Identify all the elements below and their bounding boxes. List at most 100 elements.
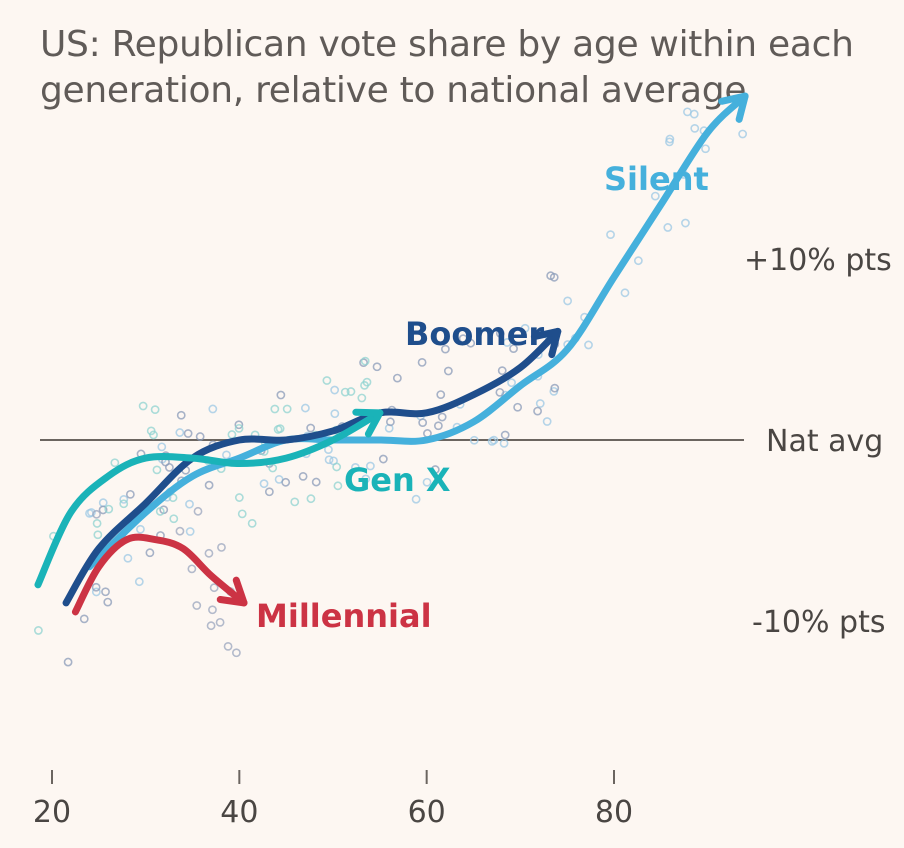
scatter-point — [509, 344, 518, 354]
scatter-point — [507, 378, 516, 388]
scatter-point — [138, 401, 148, 411]
series-line-gen-x — [34, 409, 384, 589]
scatter-point — [533, 406, 542, 416]
scatter-point — [264, 487, 274, 497]
y-tick-label: -10% pts — [752, 605, 885, 640]
scatter-point — [443, 366, 453, 376]
scatter-point — [495, 387, 505, 397]
scatter-point — [185, 499, 194, 509]
series-arrow-boomer — [530, 327, 562, 359]
series-label-millennial: Millennial — [256, 597, 432, 635]
scatter-point — [234, 493, 244, 502]
scatter-point — [306, 423, 316, 433]
scatter-point — [584, 340, 593, 350]
scatter-point — [192, 601, 202, 610]
scatter-point — [469, 435, 479, 445]
scatter-point — [119, 499, 129, 509]
scatter-point — [513, 402, 523, 412]
scatter-point — [119, 495, 129, 504]
scatter-point — [681, 218, 690, 228]
scatter-point — [93, 530, 103, 540]
scatter-point — [499, 438, 509, 448]
scatter-point — [298, 471, 308, 481]
scatter-point — [500, 430, 510, 440]
x-tick-label: 80 — [595, 795, 633, 830]
scatter-point — [436, 390, 446, 400]
scatter-point — [440, 344, 450, 354]
scatter-point — [322, 376, 332, 385]
scatter-point — [360, 356, 370, 366]
scatter-point — [237, 509, 247, 519]
scatter-point — [234, 420, 244, 430]
scatter-point — [520, 323, 530, 333]
series-line-millennial — [71, 533, 248, 616]
scatter-point — [366, 461, 375, 471]
x-tick-label: 40 — [220, 795, 258, 830]
scatter-point — [185, 527, 195, 536]
scatter-point — [330, 409, 340, 419]
scatter-point — [231, 648, 241, 658]
x-tick-label: 20 — [33, 795, 71, 830]
y-tick-label: Nat avg — [766, 424, 883, 459]
scatter-point — [223, 641, 233, 651]
scatter-point — [157, 442, 167, 452]
scatter-point — [125, 489, 135, 499]
scatter-point — [273, 425, 283, 434]
scatter-point — [175, 526, 185, 536]
scatter-point — [247, 518, 257, 528]
scatter-point — [361, 474, 371, 484]
scatter-point — [437, 412, 447, 422]
scatter-point — [34, 626, 43, 635]
scatter-point — [227, 430, 237, 439]
scatter-point — [324, 455, 334, 465]
scatter-point — [497, 366, 507, 376]
scatter-point — [340, 387, 350, 397]
scatter-point — [300, 403, 310, 413]
y-tick-label: +10% pts — [744, 243, 892, 278]
scatter-point — [359, 358, 368, 368]
scatter-point — [209, 583, 219, 593]
scatter-point — [164, 463, 174, 472]
scatter-point — [145, 548, 155, 558]
scatter-point — [234, 423, 244, 433]
scatter-point — [690, 123, 700, 133]
scatter-point — [633, 256, 643, 266]
scatter-point — [276, 390, 286, 400]
scatter-point — [281, 477, 291, 487]
scatter-point — [330, 385, 340, 395]
series-arrow-gen-x — [352, 408, 384, 438]
scatter-point — [351, 463, 360, 472]
scatter-point — [103, 597, 113, 607]
scatter-point — [215, 617, 225, 627]
scatter-point — [346, 387, 356, 396]
scatter-point — [195, 432, 205, 441]
scatter-point — [168, 493, 178, 503]
scatter-point — [563, 296, 573, 306]
scatter-point — [204, 548, 214, 558]
scatter-point — [701, 144, 710, 154]
scatter-point — [150, 405, 160, 415]
scatter-point — [146, 426, 156, 436]
scatter-point — [357, 393, 367, 403]
scatter-point — [418, 418, 428, 428]
scatter-point — [430, 465, 440, 474]
scatter-point — [495, 329, 505, 338]
scatter-point — [738, 129, 748, 139]
scatter-point — [193, 506, 203, 516]
scatter-point — [204, 480, 214, 490]
scatter-point — [360, 380, 369, 390]
scatter-point — [311, 477, 321, 487]
x-tick-label: 60 — [408, 795, 446, 830]
scatter-point — [208, 605, 217, 615]
scatter-point — [489, 435, 499, 445]
scatter-point — [290, 497, 300, 507]
scatter-point — [176, 410, 186, 420]
scatter-point — [282, 404, 292, 414]
scatter-point — [392, 373, 402, 383]
chart-title: US: Republican vote share by age within … — [40, 24, 854, 111]
scatter-point — [332, 462, 342, 472]
scatter-point — [306, 494, 316, 504]
series-label-gen-x: Gen X — [344, 461, 451, 499]
